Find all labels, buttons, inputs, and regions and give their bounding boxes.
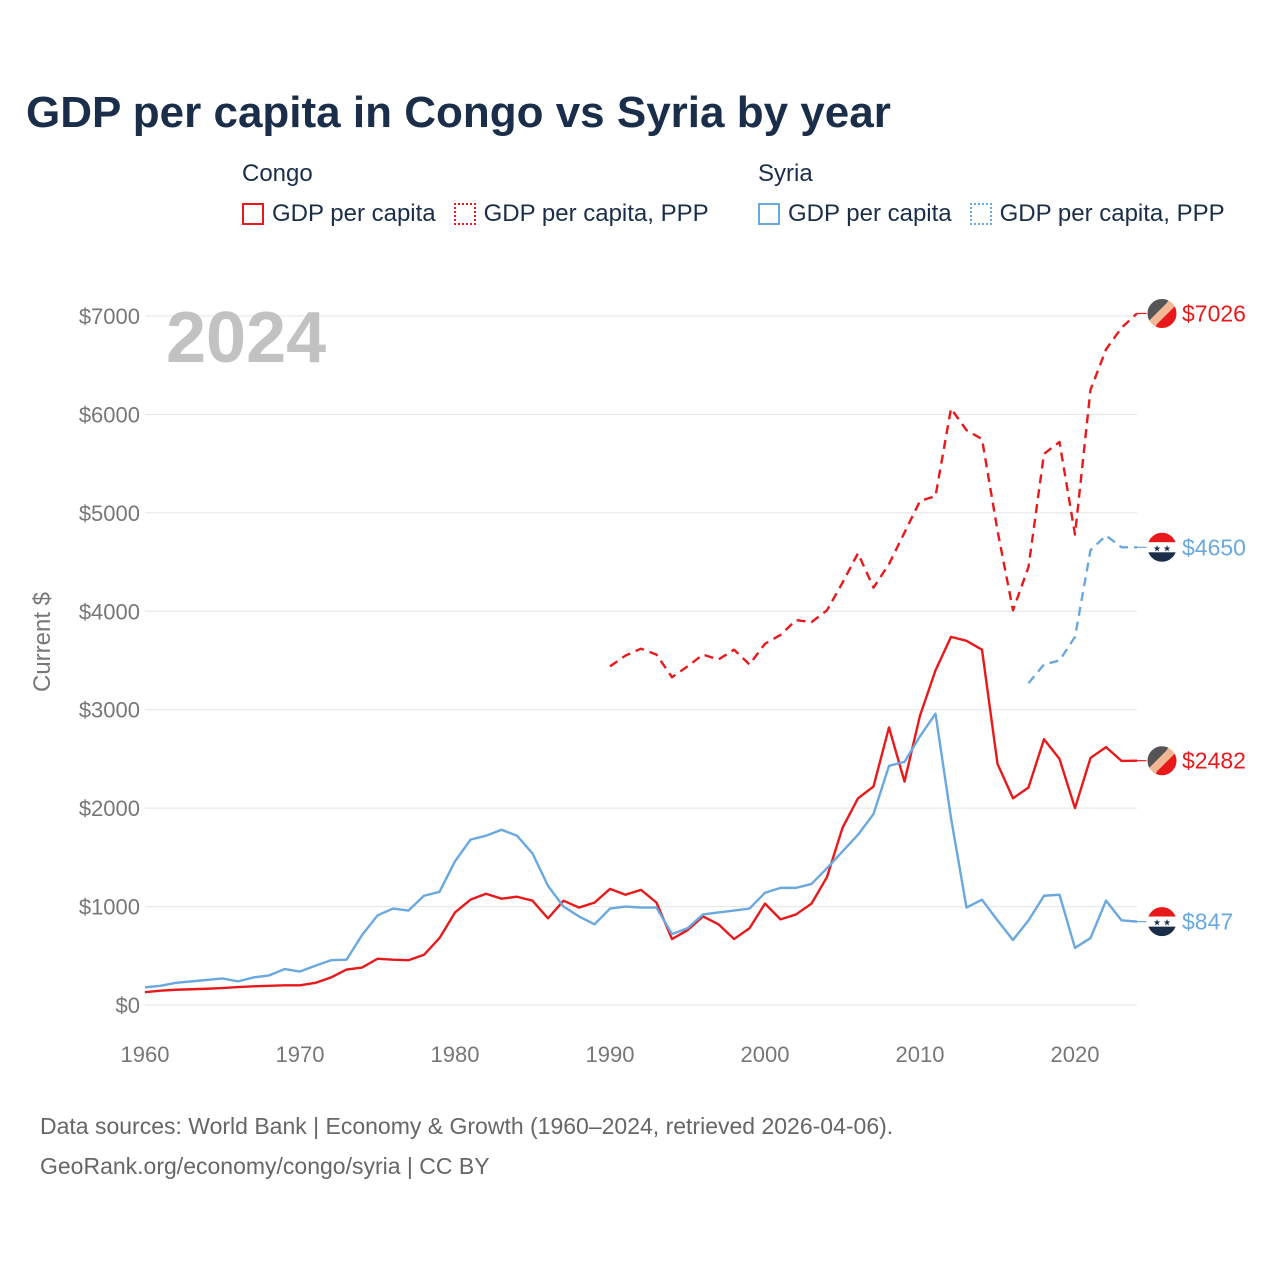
end-value-label: $2482 [1182, 748, 1246, 774]
syria-flag-icon: ★ ★ [1147, 532, 1177, 563]
svg-text:★: ★ [1163, 919, 1171, 929]
y-axis-label: Current $ [29, 592, 56, 692]
legend-label: GDP per capita, PPP [999, 200, 1225, 227]
legend-item-syria-gdp[interactable]: GDP per capita [758, 200, 952, 228]
y-axis: $0 $1000 $2000 $3000 $4000 $5000 $6000 $7000 [79, 304, 140, 1018]
x-tick-label: 2020 [1051, 1042, 1100, 1067]
x-tick-label: 1990 [586, 1042, 635, 1067]
svg-text:★: ★ [1153, 919, 1161, 929]
y-tick-label: $3000 [79, 698, 140, 723]
x-tick-label: 2010 [896, 1042, 945, 1067]
marker-ring [1146, 745, 1178, 777]
legend-congo: Congo GDP per capita GDP per capita, PPP [242, 160, 727, 228]
legend-label: GDP per capita [788, 200, 952, 227]
end-value-label: $4650 [1182, 534, 1246, 560]
series-line [1027, 534, 1137, 684]
dotted-swatch-icon [453, 203, 476, 225]
y-tick-label: $4000 [79, 599, 140, 624]
series [144, 312, 1138, 994]
legend-item-congo-ppp[interactable]: GDP per capita, PPP [453, 200, 709, 228]
x-tick-label: 2000 [741, 1042, 790, 1067]
x-tick-label: 1980 [431, 1042, 480, 1067]
marker-ring [1146, 531, 1178, 563]
y-tick-label: $2000 [79, 796, 140, 821]
legend-label: GDP per capita [272, 200, 436, 227]
legend-item-syria-ppp[interactable]: GDP per capita, PPP [969, 200, 1225, 228]
end-value-label: $7026 [1182, 300, 1246, 326]
legend-group-label: Congo [242, 160, 313, 187]
syria-flag-icon: ★ ★ [1147, 906, 1177, 937]
marker-ring [1146, 297, 1178, 329]
x-tick-label: 1960 [121, 1042, 170, 1067]
gridlines [145, 315, 1137, 1006]
end-value-label: $847 [1182, 909, 1233, 935]
year-label: 2024 [166, 298, 326, 378]
series-line [144, 712, 1138, 989]
y-tick-label: $7000 [79, 304, 140, 329]
footer: Data sources: World Bank | Economy & Gro… [40, 1106, 893, 1186]
legend-item-congo-gdp[interactable]: GDP per capita [242, 200, 436, 228]
legend-group-label: Syria [758, 160, 813, 187]
x-tick-label: 1970 [276, 1042, 325, 1067]
legend-label: GDP per capita, PPP [483, 200, 709, 227]
svg-text:★: ★ [1163, 544, 1171, 554]
y-tick-label: $1000 [79, 895, 140, 920]
y-tick-label: $0 [116, 993, 140, 1018]
source-note: Data sources: World Bank | Economy & Gro… [40, 1113, 894, 1139]
source-link[interactable]: GeoRank.org/economy/congo/syria | CC BY [40, 1153, 490, 1179]
series-line [144, 635, 1138, 994]
y-tick-label: $6000 [79, 402, 140, 427]
chart-title: GDP per capita in Congo vs Syria by year [26, 88, 891, 137]
svg-text:★: ★ [1153, 544, 1161, 554]
x-axis: 1960 1970 1980 1990 2000 2010 2020 [121, 1042, 1100, 1067]
end-markers: $2482$7026★ ★ $847★ ★ $4650 [1137, 297, 1246, 938]
solid-swatch-icon [758, 203, 780, 225]
congo-flag-icon [1147, 298, 1177, 329]
y-tick-label: $5000 [79, 501, 140, 526]
solid-swatch-icon [242, 203, 264, 225]
congo-flag-icon [1147, 745, 1177, 776]
marker-ring [1146, 906, 1178, 938]
series-line [609, 312, 1138, 679]
legend-syria: Syria GDP per capita GDP per capita, PPP [758, 160, 1243, 228]
dotted-swatch-icon [969, 203, 992, 225]
